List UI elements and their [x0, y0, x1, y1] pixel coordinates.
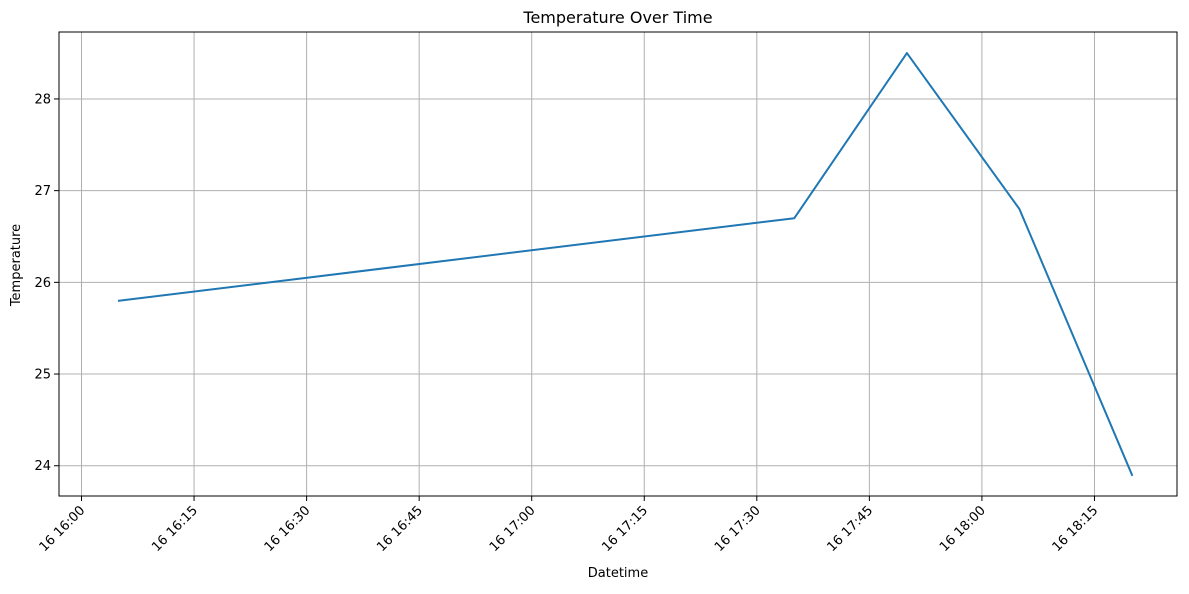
x-tick-label: 16 17:15 — [599, 503, 651, 555]
x-tick-label: 16 18:00 — [937, 503, 989, 555]
grid-layer — [59, 32, 1177, 496]
y-tick-label: 24 — [34, 459, 51, 474]
x-tick-label: 16 16:15 — [149, 503, 201, 555]
x-axis-label: Datetime — [588, 566, 648, 581]
x-tick-label: 16 16:30 — [262, 503, 314, 555]
temperature-line — [119, 53, 1132, 475]
plot-frame — [59, 32, 1177, 496]
x-tick-label: 16 17:00 — [487, 503, 539, 555]
series-layer — [119, 53, 1132, 475]
x-tick-label: 16 18:15 — [1050, 503, 1102, 555]
y-tick-label: 26 — [34, 276, 51, 291]
x-tick-label: 16 17:30 — [712, 503, 764, 555]
chart-title: Temperature Over Time — [522, 8, 712, 27]
y-tick-label: 28 — [34, 92, 51, 107]
x-tick-label: 16 16:00 — [37, 503, 89, 555]
y-tick-label: 27 — [34, 184, 51, 199]
x-tick-label: 16 16:45 — [374, 503, 426, 555]
axes-layer: 16 16:00 16 16:15 16 16:30 16 16:45 16 17:00… — [34, 32, 1177, 555]
x-tick-label: 16 17:45 — [824, 503, 876, 555]
y-tick-label: 25 — [34, 368, 51, 383]
y-axis-label: Temperature — [9, 224, 24, 307]
